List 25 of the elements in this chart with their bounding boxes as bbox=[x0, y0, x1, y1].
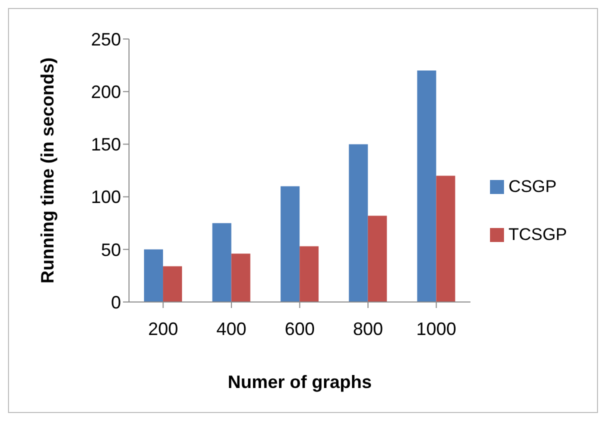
x-tick-label: 800 bbox=[352, 318, 384, 339]
y-tick-label: 0 bbox=[110, 292, 121, 312]
bar bbox=[212, 223, 232, 302]
x-tick-label: 200 bbox=[148, 318, 178, 339]
y-tick-label: 150 bbox=[90, 134, 121, 155]
y-tick-label: 100 bbox=[90, 187, 121, 208]
bar bbox=[231, 254, 250, 302]
y-tick-label: 50 bbox=[100, 240, 121, 260]
bar bbox=[300, 246, 319, 302]
x-axis-title: Numer of graphs bbox=[228, 372, 372, 392]
y-tick-label: 200 bbox=[90, 82, 121, 102]
bar bbox=[163, 266, 182, 302]
bar bbox=[280, 186, 300, 302]
x-tick-label: 400 bbox=[216, 318, 246, 339]
y-axis-title: Running time (in seconds) bbox=[37, 57, 58, 284]
bar bbox=[436, 176, 456, 302]
y-tick-label: 250 bbox=[90, 29, 121, 50]
x-tick-label: 600 bbox=[284, 318, 315, 339]
x-tick-label: 1000 bbox=[416, 318, 456, 339]
legend-label: CSGP bbox=[508, 176, 557, 196]
bar bbox=[417, 70, 436, 302]
bar bbox=[348, 144, 368, 302]
legend-label: TCSGP bbox=[508, 224, 567, 244]
bar bbox=[144, 249, 164, 302]
bar bbox=[368, 216, 387, 302]
